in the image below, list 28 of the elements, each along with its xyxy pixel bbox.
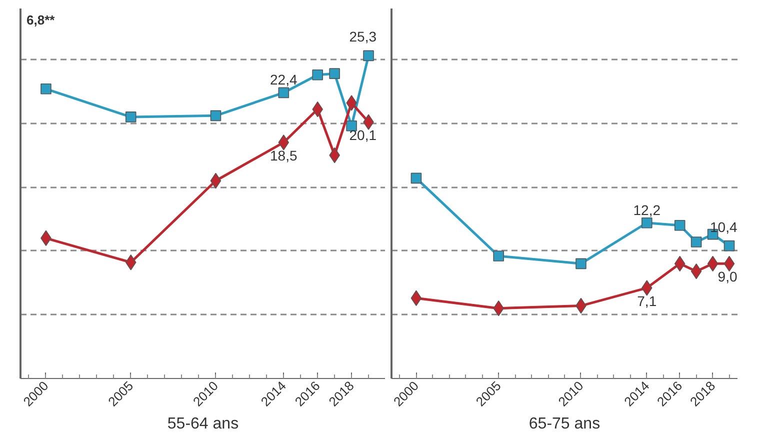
point: [346, 120, 357, 132]
point: [724, 240, 735, 252]
point: [278, 134, 290, 150]
point: [493, 250, 504, 262]
point: [125, 112, 136, 122]
x-axis-title: 65-75 ans: [528, 415, 600, 432]
data-label: 22,4: [270, 72, 298, 88]
point: [363, 50, 374, 62]
point: [690, 236, 702, 248]
x-axis-title: 55-64 ans: [167, 415, 239, 432]
point: [674, 220, 686, 231]
point: [410, 172, 422, 184]
data-label: 25,3: [349, 28, 377, 45]
point: [40, 83, 52, 94]
point: [278, 87, 290, 98]
point: [329, 68, 340, 79]
point: [210, 110, 222, 122]
data-label: 9,0: [718, 268, 738, 285]
data-label: 10,4: [710, 218, 738, 235]
data-label: 20,1: [349, 127, 377, 144]
data-label: 18,5: [270, 147, 298, 164]
data-label: 7,1: [637, 292, 657, 309]
annotation: 6,8**: [26, 12, 56, 28]
point: [641, 217, 652, 228]
point: [312, 69, 323, 80]
point: [641, 280, 652, 296]
data-label: 12,2: [633, 202, 661, 218]
point: [576, 258, 586, 270]
